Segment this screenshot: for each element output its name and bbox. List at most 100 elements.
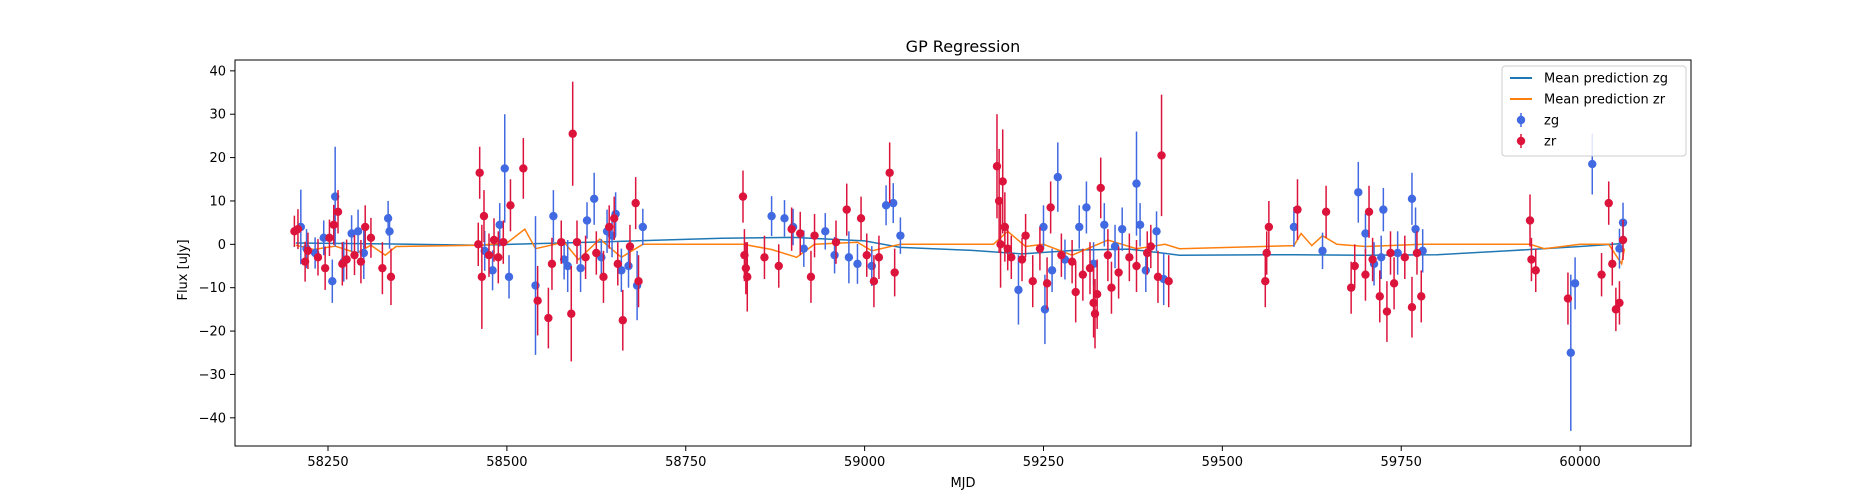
plot-clipped-group <box>290 82 1627 431</box>
data-point-zr-3 <box>304 247 312 255</box>
y-tick-label-8: 40 <box>209 64 226 79</box>
data-point-zr-118 <box>1608 260 1616 268</box>
data-point-zr-57 <box>863 251 871 259</box>
data-point-zg-31 <box>639 223 647 231</box>
data-point-zg-10 <box>384 214 392 222</box>
data-point-zg-46 <box>1041 305 1049 313</box>
data-point-zr-114 <box>1532 266 1540 274</box>
y-axis-label: Flux [uJy] <box>176 239 191 300</box>
data-point-zr-60 <box>885 169 893 177</box>
data-point-zg-53 <box>1100 221 1108 229</box>
data-point-zr-18 <box>475 169 483 177</box>
legend-marker-swatch-3 <box>1517 137 1525 145</box>
data-point-zg-32 <box>767 212 775 220</box>
data-point-zr-6 <box>325 234 333 242</box>
data-point-zg-63 <box>1354 188 1362 196</box>
data-point-zr-58 <box>870 277 878 285</box>
data-point-zr-64 <box>996 240 1004 248</box>
y-tick-label-1: −30 <box>199 368 226 383</box>
data-point-zr-37 <box>605 223 613 231</box>
data-point-zr-10 <box>342 255 350 263</box>
data-point-zr-56 <box>857 214 865 222</box>
data-point-zr-38 <box>610 214 618 222</box>
data-point-zr-7 <box>330 221 338 229</box>
data-point-zr-109 <box>1408 303 1416 311</box>
data-point-zg-23 <box>590 195 598 203</box>
y-tick-label-0: −40 <box>199 411 226 426</box>
data-point-zr-40 <box>619 316 627 324</box>
data-point-zr-16 <box>387 273 395 281</box>
x-tick-label-4: 59250 <box>1023 455 1064 470</box>
data-point-zr-22 <box>490 236 498 244</box>
data-point-zg-51 <box>1082 203 1090 211</box>
data-point-zr-95 <box>1263 249 1271 257</box>
data-point-zr-61 <box>890 268 898 276</box>
data-point-zg-55 <box>1118 225 1126 233</box>
data-point-zr-73 <box>1043 279 1051 287</box>
data-point-zg-17 <box>531 281 539 289</box>
data-point-zg-66 <box>1377 253 1385 261</box>
data-point-zr-24 <box>499 238 507 246</box>
data-point-zr-42 <box>631 199 639 207</box>
data-point-zr-98 <box>1322 208 1330 216</box>
data-point-zr-21 <box>485 251 493 259</box>
y-tick-label-2: −20 <box>199 325 226 340</box>
data-point-zr-92 <box>1157 151 1165 159</box>
data-point-zr-31 <box>569 130 577 138</box>
data-point-zr-65 <box>999 177 1007 185</box>
data-point-zr-48 <box>760 253 768 261</box>
data-point-zr-77 <box>1071 288 1079 296</box>
legend: Mean prediction zgMean prediction zrzgzr <box>1502 66 1686 156</box>
data-point-zg-67 <box>1379 205 1387 213</box>
data-point-zr-121 <box>1619 236 1627 244</box>
data-point-zr-85 <box>1107 283 1115 291</box>
data-point-zr-28 <box>544 314 552 322</box>
data-point-zr-96 <box>1265 223 1273 231</box>
data-point-zg-57 <box>1136 221 1144 229</box>
data-point-zg-33 <box>780 214 788 222</box>
x-axis-label: MJD <box>950 476 975 491</box>
data-point-zg-16 <box>505 273 513 281</box>
data-point-zr-25 <box>506 201 514 209</box>
data-point-zg-56 <box>1132 179 1140 187</box>
data-point-zr-106 <box>1386 249 1394 257</box>
x-tick-label-6: 59750 <box>1381 455 1422 470</box>
data-point-zr-44 <box>739 192 747 200</box>
data-point-zr-30 <box>557 238 565 246</box>
y-tick-label-6: 20 <box>209 151 226 166</box>
data-point-zr-83 <box>1097 184 1105 192</box>
data-point-zr-78 <box>1079 270 1087 278</box>
data-point-zr-110 <box>1413 249 1421 257</box>
data-point-zr-59 <box>875 253 883 261</box>
data-point-zr-49 <box>775 262 783 270</box>
data-point-zr-62 <box>993 162 1001 170</box>
data-point-zr-43 <box>634 277 642 285</box>
data-point-zg-11 <box>385 227 393 235</box>
data-point-zr-26 <box>519 164 527 172</box>
data-point-zr-4 <box>314 253 322 261</box>
data-point-zr-87 <box>1125 253 1133 261</box>
data-point-zr-111 <box>1417 292 1425 300</box>
data-point-zg-39 <box>853 260 861 268</box>
data-point-zr-32 <box>567 310 575 318</box>
data-point-zg-40 <box>868 262 876 270</box>
data-point-zr-72 <box>1036 244 1044 252</box>
data-point-zr-8 <box>334 208 342 216</box>
data-point-zr-100 <box>1351 262 1359 270</box>
data-point-zg-58 <box>1142 266 1150 274</box>
data-point-zr-116 <box>1597 270 1605 278</box>
data-point-zr-120 <box>1615 299 1623 307</box>
data-point-zg-59 <box>1152 227 1160 235</box>
plot-area <box>290 82 1627 431</box>
y-tick-label-5: 10 <box>209 194 226 209</box>
data-point-zr-105 <box>1383 307 1391 315</box>
data-point-zr-71 <box>1029 277 1037 285</box>
data-point-zr-104 <box>1376 292 1384 300</box>
data-point-zr-52 <box>807 273 815 281</box>
data-point-zr-101 <box>1361 270 1369 278</box>
legend-label-3: zr <box>1544 135 1557 150</box>
data-point-zg-62 <box>1318 247 1326 255</box>
legend-label-0: Mean prediction zg <box>1544 72 1668 87</box>
data-point-zr-29 <box>548 260 556 268</box>
